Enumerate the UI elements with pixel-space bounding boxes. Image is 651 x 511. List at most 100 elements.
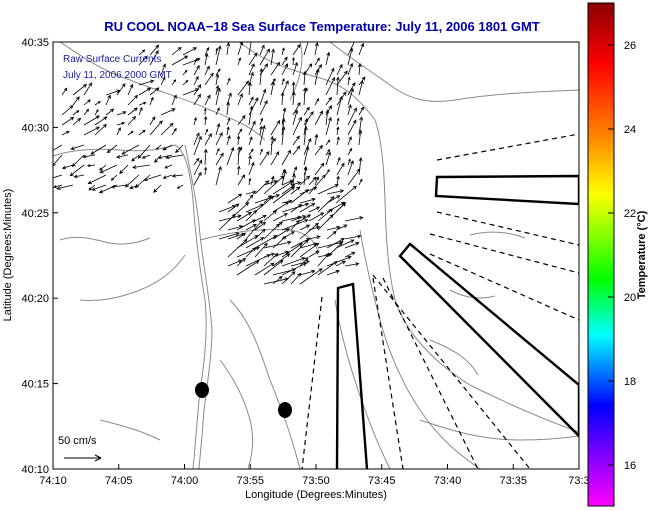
x-tick-label: 74:05 <box>105 475 133 487</box>
current-vector <box>292 135 300 146</box>
current-vector <box>237 80 250 96</box>
surface-current-vectors <box>53 42 366 285</box>
current-vector <box>91 184 107 191</box>
current-vector <box>204 52 209 66</box>
current-vector <box>157 154 173 160</box>
current-vector <box>237 165 241 176</box>
current-vector <box>254 180 270 195</box>
current-vector <box>336 76 340 96</box>
current-vector <box>218 232 240 240</box>
current-vector <box>336 70 348 86</box>
current-vector <box>160 76 166 86</box>
current-vector <box>357 63 362 76</box>
current-vector <box>263 194 272 204</box>
current-vector <box>259 124 266 146</box>
current-vector <box>87 174 107 184</box>
current-vector <box>236 219 256 231</box>
current-vector <box>82 154 96 159</box>
colorbar-tick-label: 16 <box>624 460 636 472</box>
current-vector <box>204 72 214 86</box>
current-vector <box>281 257 306 267</box>
current-vector <box>237 57 242 66</box>
current-vector <box>291 57 295 66</box>
current-vector <box>317 261 338 276</box>
current-vector <box>270 175 275 186</box>
current-vector <box>254 235 278 249</box>
current-vector <box>193 58 197 66</box>
current-vector <box>347 42 355 56</box>
current-vector <box>245 247 257 258</box>
current-vector <box>143 174 162 182</box>
current-vector <box>272 213 288 222</box>
current-vector <box>83 99 91 106</box>
current-vector <box>218 214 242 222</box>
current-vector <box>116 111 127 116</box>
current-vector <box>281 169 287 186</box>
current-vector <box>254 262 275 276</box>
current-vector <box>281 202 310 213</box>
current-vector <box>215 147 220 156</box>
current-vector <box>236 232 247 240</box>
colorbar-gradient <box>587 2 615 507</box>
current-vector <box>215 122 221 136</box>
colorbar-tick-label: 22 <box>624 208 636 220</box>
current-vector <box>347 82 356 96</box>
current-vector <box>237 128 243 136</box>
current-vector <box>263 252 279 267</box>
current-vector <box>88 184 96 191</box>
x-axis-ticks: 74:10 74:05 74:00 73:55 73:50 73:45 73:40 73:35… <box>39 464 590 487</box>
current-vector <box>317 214 334 231</box>
current-vector <box>204 166 208 176</box>
current-vector <box>292 109 299 126</box>
current-vector <box>290 215 307 222</box>
current-vector <box>314 57 320 66</box>
colorbar-label: Temperature (°C) <box>636 210 648 299</box>
current-vector <box>171 55 189 66</box>
current-vector <box>259 48 270 66</box>
current-vector <box>162 174 173 179</box>
current-vector <box>259 148 263 156</box>
dashed-transect-lines <box>301 133 579 469</box>
current-vector <box>299 222 319 240</box>
current-vector <box>299 175 311 186</box>
current-vector <box>236 260 260 276</box>
current-vector <box>70 144 85 151</box>
current-vector <box>182 79 189 86</box>
current-vector <box>358 129 363 146</box>
current-vector <box>193 135 202 156</box>
current-vector <box>248 154 252 166</box>
current-vector <box>263 210 278 222</box>
current-vector <box>99 164 107 171</box>
current-vector <box>281 77 285 86</box>
current-vector <box>290 189 309 204</box>
current-vector <box>259 117 264 126</box>
current-vector <box>272 253 291 267</box>
current-vector <box>105 94 111 106</box>
current-vector <box>193 171 202 186</box>
current-vector <box>347 119 357 136</box>
current-vector <box>203 115 208 126</box>
current-vector <box>98 184 118 194</box>
current-vector <box>254 194 281 204</box>
current-vector <box>131 154 140 162</box>
current-vector <box>290 239 309 258</box>
glider-transects <box>301 133 579 469</box>
current-vector <box>292 61 298 76</box>
current-vector <box>325 76 336 96</box>
plot-annotations: Raw Surface Currents July 11, 2006 2000 … <box>58 54 172 462</box>
current-vector <box>53 144 63 153</box>
current-vector <box>292 43 301 56</box>
current-vector <box>259 88 267 106</box>
current-vector <box>344 262 360 267</box>
current-vector <box>132 164 151 169</box>
current-vector <box>281 199 293 204</box>
current-vector <box>314 110 324 126</box>
current-vector <box>325 116 332 136</box>
current-vector <box>245 209 258 222</box>
current-vector <box>237 146 242 166</box>
current-vector <box>290 203 303 213</box>
current-vector <box>127 83 134 96</box>
current-vector <box>61 130 70 136</box>
current-vector <box>325 139 331 146</box>
current-vector <box>263 175 285 195</box>
